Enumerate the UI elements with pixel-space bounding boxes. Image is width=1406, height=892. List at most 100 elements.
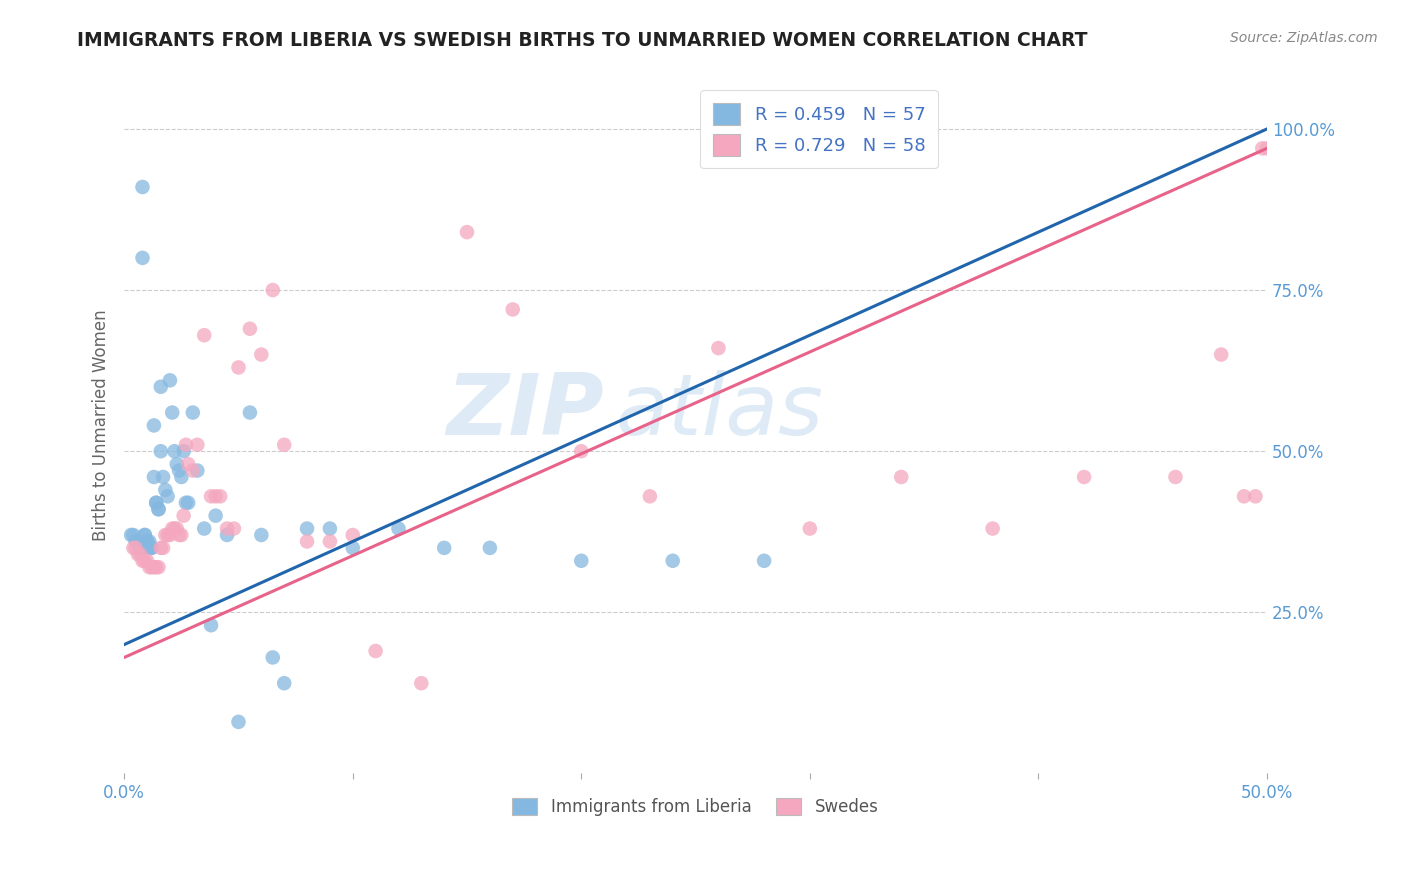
Point bbox=[142, 470, 165, 484]
Point bbox=[131, 251, 153, 265]
Point bbox=[342, 528, 364, 542]
Point bbox=[149, 444, 172, 458]
Point bbox=[204, 508, 226, 523]
Point bbox=[152, 541, 174, 555]
Point bbox=[170, 470, 193, 484]
Point bbox=[163, 522, 186, 536]
Point bbox=[752, 554, 775, 568]
Point bbox=[159, 528, 181, 542]
Point bbox=[456, 225, 478, 239]
Point bbox=[173, 444, 195, 458]
Point bbox=[155, 528, 177, 542]
Point bbox=[387, 522, 409, 536]
Point bbox=[173, 508, 195, 523]
Text: ZIP: ZIP bbox=[447, 370, 605, 453]
Point bbox=[319, 522, 342, 536]
Legend: Immigrants from Liberia, Swedes: Immigrants from Liberia, Swedes bbox=[505, 789, 887, 824]
Point bbox=[174, 438, 197, 452]
Point bbox=[1164, 470, 1187, 484]
Point bbox=[148, 502, 170, 516]
Point bbox=[319, 534, 342, 549]
Point bbox=[502, 302, 524, 317]
Point bbox=[411, 676, 433, 690]
Point bbox=[661, 554, 683, 568]
Point bbox=[156, 489, 179, 503]
Point bbox=[148, 560, 170, 574]
Point bbox=[912, 141, 935, 155]
Point bbox=[152, 470, 174, 484]
Point bbox=[145, 496, 167, 510]
Point bbox=[200, 489, 222, 503]
Point bbox=[1211, 347, 1233, 361]
Point bbox=[124, 541, 146, 555]
Y-axis label: Births to Unmarried Women: Births to Unmarried Women bbox=[93, 310, 110, 541]
Point bbox=[148, 502, 170, 516]
Point bbox=[138, 541, 160, 555]
Point bbox=[136, 534, 159, 549]
Point bbox=[262, 283, 284, 297]
Text: Source: ZipAtlas.com: Source: ZipAtlas.com bbox=[1230, 31, 1378, 45]
Point bbox=[295, 534, 318, 549]
Point bbox=[707, 341, 730, 355]
Point bbox=[181, 405, 204, 419]
Point bbox=[136, 534, 159, 549]
Point bbox=[145, 560, 167, 574]
Point bbox=[239, 405, 262, 419]
Point bbox=[129, 547, 152, 561]
Point bbox=[200, 618, 222, 632]
Point bbox=[215, 522, 238, 536]
Point bbox=[342, 541, 364, 555]
Point bbox=[228, 360, 250, 375]
Point bbox=[204, 489, 226, 503]
Point bbox=[1073, 470, 1095, 484]
Point bbox=[156, 528, 179, 542]
Point bbox=[134, 528, 156, 542]
Point bbox=[186, 464, 208, 478]
Point bbox=[166, 522, 188, 536]
Point bbox=[273, 438, 295, 452]
Point bbox=[250, 347, 273, 361]
Point bbox=[1233, 489, 1256, 503]
Point bbox=[160, 522, 183, 536]
Point bbox=[145, 496, 167, 510]
Point bbox=[131, 180, 153, 194]
Point bbox=[981, 522, 1004, 536]
Point bbox=[177, 457, 200, 471]
Point bbox=[163, 444, 186, 458]
Point bbox=[127, 534, 149, 549]
Point bbox=[131, 554, 153, 568]
Point bbox=[138, 560, 160, 574]
Point bbox=[149, 541, 172, 555]
Point bbox=[129, 541, 152, 555]
Point bbox=[142, 418, 165, 433]
Point bbox=[478, 541, 501, 555]
Point bbox=[799, 522, 821, 536]
Point bbox=[170, 528, 193, 542]
Point bbox=[167, 464, 190, 478]
Point bbox=[134, 528, 156, 542]
Point bbox=[122, 528, 145, 542]
Point bbox=[141, 541, 163, 555]
Point bbox=[569, 554, 592, 568]
Point bbox=[239, 322, 262, 336]
Point bbox=[193, 328, 215, 343]
Point bbox=[127, 547, 149, 561]
Point bbox=[177, 496, 200, 510]
Point bbox=[295, 522, 318, 536]
Point bbox=[250, 528, 273, 542]
Text: IMMIGRANTS FROM LIBERIA VS SWEDISH BIRTHS TO UNMARRIED WOMEN CORRELATION CHART: IMMIGRANTS FROM LIBERIA VS SWEDISH BIRTH… bbox=[77, 31, 1088, 50]
Text: atlas: atlas bbox=[616, 370, 824, 453]
Point bbox=[181, 464, 204, 478]
Point bbox=[149, 380, 172, 394]
Point bbox=[638, 489, 661, 503]
Point bbox=[433, 541, 456, 555]
Point bbox=[228, 714, 250, 729]
Point bbox=[222, 522, 245, 536]
Point bbox=[141, 541, 163, 555]
Point bbox=[186, 438, 208, 452]
Point bbox=[209, 489, 232, 503]
Point bbox=[193, 522, 215, 536]
Point bbox=[160, 405, 183, 419]
Point bbox=[155, 483, 177, 497]
Point bbox=[890, 470, 912, 484]
